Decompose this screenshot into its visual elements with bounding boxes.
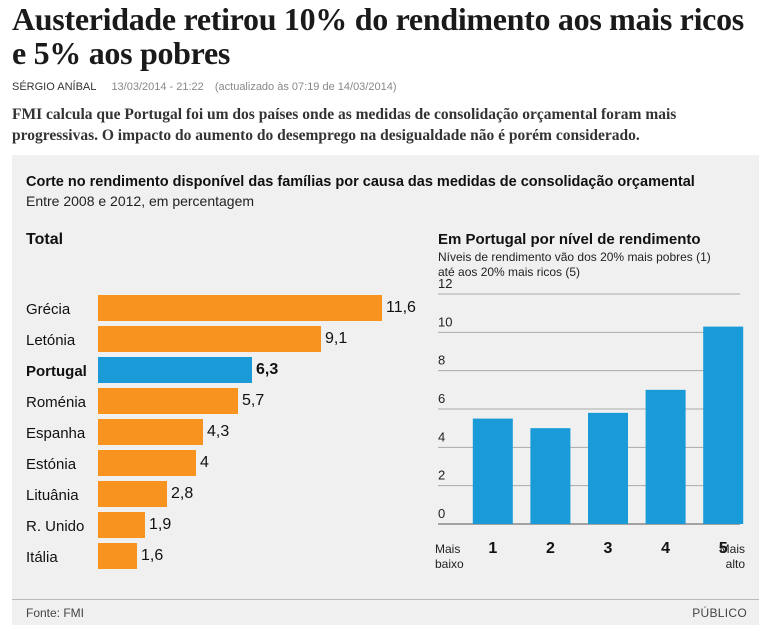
bar-chart-title: Total xyxy=(26,231,64,248)
y-tick-label: 8 xyxy=(438,353,445,368)
bar-row: Grécia 11,6 xyxy=(12,295,432,325)
bar xyxy=(98,295,382,321)
bar xyxy=(98,326,321,352)
column-bar xyxy=(472,418,513,524)
bar-category-label: Itália xyxy=(26,549,58,566)
bar-category-label: Grécia xyxy=(26,301,71,318)
infographic-panel: Corte no rendimento disponível das famíl… xyxy=(12,155,759,625)
column-bar xyxy=(703,326,744,524)
x-axis-low-end-label: Mais baixo xyxy=(435,542,464,571)
bar xyxy=(98,512,145,538)
bar-category-label: R. Unido xyxy=(26,518,85,535)
brand-label: PÚBLICO xyxy=(692,606,747,620)
x-axis-high-end-label: Mais alto xyxy=(720,542,746,571)
bar-row: R. Unido 1,9 xyxy=(12,512,432,542)
bar xyxy=(98,419,203,445)
bar-value-label: 1,9 xyxy=(149,516,172,533)
bar-value-label: 11,6 xyxy=(386,299,416,316)
bar-value-label: 5,7 xyxy=(242,392,265,409)
y-tick-label: 12 xyxy=(438,276,452,291)
lede: FMI calcula que Portugal foi um dos país… xyxy=(12,106,677,144)
infographic-subtitle: Entre 2008 e 2012, em percentagem xyxy=(26,193,255,209)
x-category-label: 1 xyxy=(488,540,497,557)
column-bar xyxy=(530,428,571,524)
y-tick-label: 10 xyxy=(438,314,452,329)
y-tick-label: 4 xyxy=(438,429,445,444)
infographic-title: Corte no rendimento disponível das famíl… xyxy=(26,174,695,190)
publish-date: 13/03/2014 - 21:22 xyxy=(111,81,204,93)
headline: Austeridade retirou 10% do rendimento ao… xyxy=(12,1,744,71)
y-tick-label: 0 xyxy=(438,506,445,521)
column-bar xyxy=(588,412,628,524)
bar-row: Itália 1,6 xyxy=(12,543,432,573)
bar xyxy=(98,450,196,476)
updated-date: (actualizado às 07:19 de 14/03/2014) xyxy=(214,81,397,93)
column-bar xyxy=(645,389,686,524)
bar-category-label: Lituânia xyxy=(26,487,79,504)
bar-row: Roménia 5,7 xyxy=(12,388,432,418)
column-chart-title: Em Portugal por nível de rendimento xyxy=(438,231,701,248)
bar-row: Estónia 4 xyxy=(12,450,432,480)
y-tick-label: 2 xyxy=(438,468,445,483)
bar-row: Lituânia 2,8 xyxy=(12,481,432,511)
column-chart-subtitle: Níveis de rendimento vão dos 20% mais po… xyxy=(438,250,711,279)
bar-value-label: 4,3 xyxy=(207,423,230,440)
bar-value-label: 4 xyxy=(200,454,209,471)
bar-category-label: Portugal xyxy=(26,363,87,380)
x-category-label: 3 xyxy=(604,540,613,557)
bar-category-label: Roménia xyxy=(26,394,87,411)
bar xyxy=(98,543,137,569)
x-category-label: 5 xyxy=(719,540,728,557)
bar-category-label: Estónia xyxy=(26,456,77,473)
bar-category-label: Letónia xyxy=(26,332,76,349)
bar-value-label: 6,3 xyxy=(256,361,279,378)
author-name[interactable]: SÉRGIO ANÍBAL xyxy=(12,81,97,93)
bar-row: Portugal 6,3 xyxy=(12,357,432,387)
source-note: Fonte: FMI xyxy=(26,606,85,620)
bar xyxy=(98,481,167,507)
y-tick-label: 6 xyxy=(438,391,445,406)
bar-row: Letónia 9,1 xyxy=(12,326,432,356)
byline: SÉRGIO ANÍBAL 13/03/2014 - 21:22 (actual… xyxy=(12,81,397,93)
bar-value-label: 1,6 xyxy=(141,547,164,564)
bar-row: Espanha 4,3 xyxy=(12,419,432,449)
x-category-label: 2 xyxy=(546,540,555,557)
bar-value-label: 2,8 xyxy=(171,485,194,502)
footer-divider xyxy=(12,599,759,600)
bar xyxy=(98,388,238,414)
bar-category-label: Espanha xyxy=(26,425,86,442)
bar xyxy=(98,357,252,383)
x-category-label: 4 xyxy=(661,540,670,557)
bar-value-label: 9,1 xyxy=(325,330,348,347)
